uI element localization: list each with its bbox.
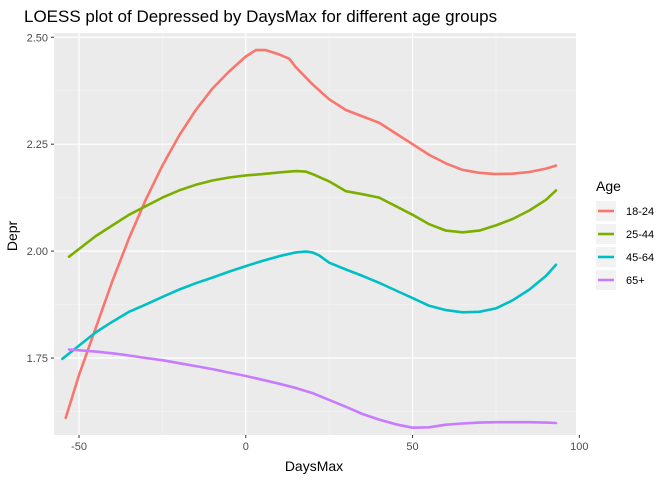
plot-panel [54, 33, 576, 435]
x-tick-label: 50 [406, 441, 418, 453]
y-axis: 1.75 2.00 2.25 2.50 [27, 32, 54, 365]
series-line-65plus [67, 348, 558, 430]
x-tick-label: 100 [570, 441, 588, 453]
y-tick-label: 2.50 [27, 32, 48, 44]
y-tick-label: 2.25 [27, 139, 48, 151]
chart-title: LOESS plot of Depressed by DaysMax for d… [24, 7, 497, 26]
legend: Age 18-24 25-44 45-64 65+ [596, 178, 654, 290]
x-tick-label: -50 [71, 441, 87, 453]
legend-label: 25-44 [626, 229, 654, 241]
legend-label: 45-64 [626, 252, 654, 264]
series-line-45-64 [60, 250, 558, 361]
y-tick-label: 2.00 [27, 246, 48, 258]
x-axis-title: DaysMax [285, 458, 343, 474]
x-axis: -50 0 50 100 [71, 435, 589, 453]
legend-label: 18-24 [626, 206, 654, 218]
x-tick-label: 0 [243, 441, 249, 453]
legend-title: Age [596, 178, 621, 194]
series-line-25-44 [67, 169, 558, 259]
series-line-18-24 [64, 48, 558, 420]
legend-label: 65+ [626, 275, 645, 287]
y-axis-title: Depr [4, 220, 20, 251]
series-lines [60, 48, 558, 430]
y-tick-label: 1.75 [27, 353, 48, 365]
